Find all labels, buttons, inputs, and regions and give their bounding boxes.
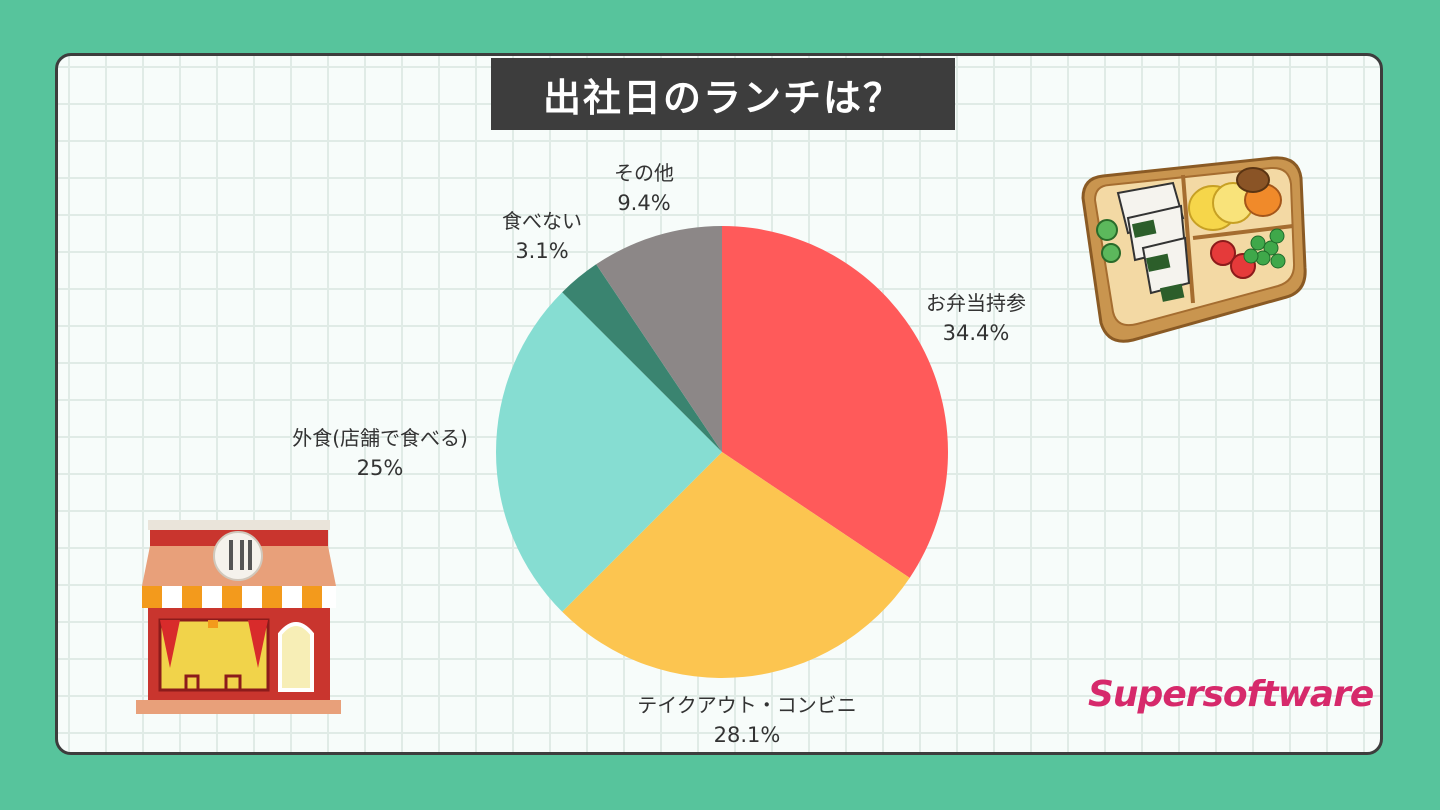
label-other-name: その他 (614, 161, 674, 185)
slice-bento (722, 226, 949, 578)
label-bento-name: お弁当持参 (926, 291, 1026, 315)
pie-chart (495, 226, 949, 678)
slice-other (596, 226, 722, 452)
label-eat-out: 外食(店舗で食べる) 25% (292, 423, 468, 483)
label-eat-out-name: 外食(店舗で食べる) (292, 426, 468, 450)
label-no-lunch: 食べない 3.1% (502, 206, 582, 266)
chart-card: 出社日のランチは？ お弁当持参 34.4% テイクアウト・コンビニ 28.1% … (55, 53, 1383, 755)
label-bento-value: 34.4% (942, 321, 1010, 345)
slice-takeout (562, 452, 910, 678)
slice-no-lunch (562, 264, 722, 452)
label-no-lunch-name: 食べない (502, 209, 582, 233)
brand-logo: Supersoftware (1088, 674, 1374, 715)
label-other: その他 9.4% (614, 158, 674, 218)
label-takeout: テイクアウト・コンビニ 28.1% (637, 690, 857, 750)
label-eat-out-value: 25% (356, 456, 404, 480)
label-takeout-value: 28.1% (713, 723, 781, 747)
chart-title: 出社日のランチは？ (491, 58, 955, 130)
slice-eat-out (495, 292, 722, 612)
label-no-lunch-value: 3.1% (515, 239, 569, 263)
label-bento: お弁当持参 34.4% (926, 288, 1026, 348)
bento-box-icon (1081, 156, 1307, 343)
restaurant-icon (136, 520, 341, 714)
label-takeout-name: テイクアウト・コンビニ (637, 693, 857, 717)
label-other-value: 9.4% (617, 191, 671, 215)
